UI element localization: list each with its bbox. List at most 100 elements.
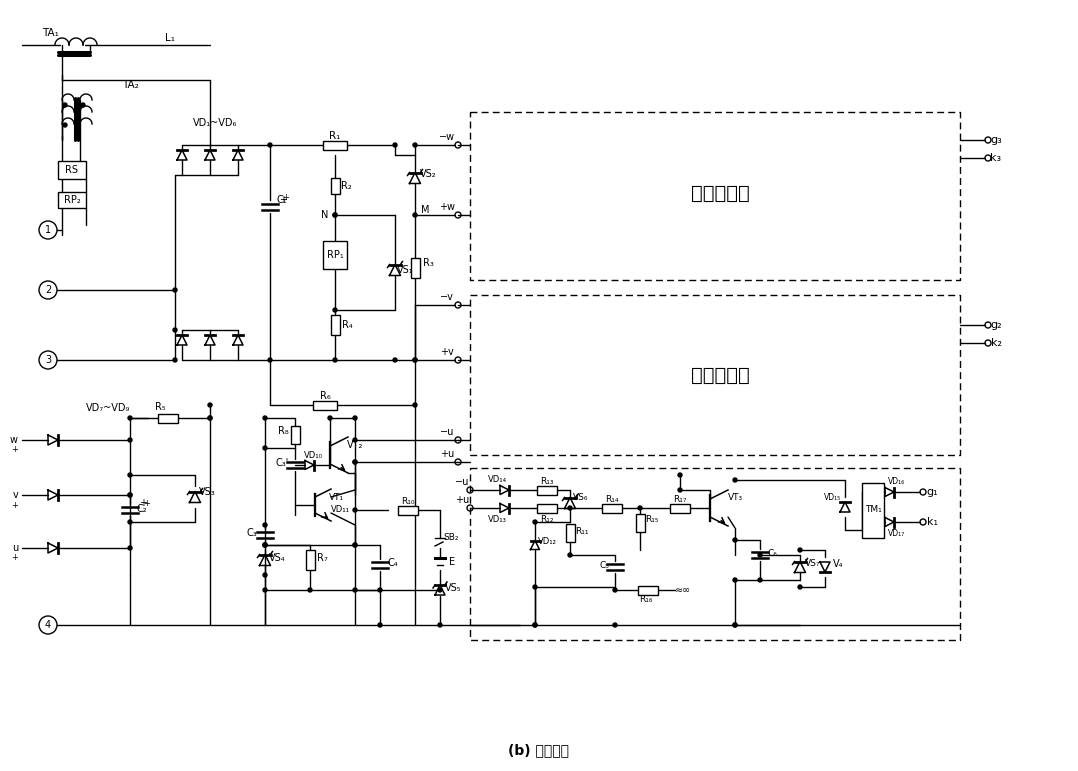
Circle shape bbox=[733, 538, 737, 542]
Text: R₁₄: R₁₄ bbox=[605, 494, 619, 503]
Text: R₂: R₂ bbox=[341, 181, 351, 191]
Text: VS₁: VS₁ bbox=[397, 265, 413, 275]
Circle shape bbox=[263, 543, 267, 547]
Text: VD₁₃: VD₁₃ bbox=[487, 516, 507, 524]
Circle shape bbox=[413, 358, 417, 362]
Circle shape bbox=[393, 358, 397, 362]
Circle shape bbox=[63, 103, 67, 107]
Circle shape bbox=[308, 588, 312, 592]
Bar bbox=[638, 585, 658, 594]
Text: VS₇: VS₇ bbox=[805, 560, 820, 568]
Circle shape bbox=[263, 523, 267, 527]
Bar bbox=[331, 178, 340, 194]
Circle shape bbox=[128, 438, 132, 442]
Bar bbox=[671, 503, 690, 513]
Bar bbox=[398, 506, 418, 514]
Text: k₂: k₂ bbox=[991, 338, 1001, 348]
Circle shape bbox=[208, 416, 212, 420]
Circle shape bbox=[613, 588, 617, 592]
Circle shape bbox=[353, 416, 357, 420]
Text: C₅: C₅ bbox=[599, 561, 609, 570]
Circle shape bbox=[353, 460, 357, 464]
Circle shape bbox=[208, 416, 212, 420]
Text: 2: 2 bbox=[45, 285, 51, 295]
Text: g₁: g₁ bbox=[926, 487, 938, 497]
Text: 4: 4 bbox=[45, 620, 51, 630]
Text: k₃: k₃ bbox=[991, 153, 1001, 163]
Text: R₁₇: R₁₇ bbox=[674, 494, 687, 503]
Circle shape bbox=[733, 623, 737, 627]
Text: VD₁₄: VD₁₄ bbox=[487, 476, 507, 484]
Bar bbox=[566, 524, 575, 542]
Text: g₂: g₂ bbox=[991, 320, 1001, 330]
Text: VT₃: VT₃ bbox=[728, 493, 743, 503]
Text: VD₁₆: VD₁₆ bbox=[888, 477, 906, 487]
Text: −u: −u bbox=[440, 427, 454, 437]
Circle shape bbox=[568, 553, 572, 557]
Bar bbox=[323, 241, 347, 269]
Text: E: E bbox=[448, 557, 455, 567]
Circle shape bbox=[733, 623, 737, 627]
Circle shape bbox=[128, 493, 132, 497]
Text: C₄: C₄ bbox=[388, 558, 398, 568]
Text: TM₁: TM₁ bbox=[865, 506, 882, 514]
Text: R₁₅: R₁₅ bbox=[646, 516, 659, 524]
Bar bbox=[290, 426, 300, 444]
Text: +u: +u bbox=[440, 449, 454, 459]
Text: −u: −u bbox=[455, 477, 469, 487]
Circle shape bbox=[208, 403, 212, 407]
Circle shape bbox=[613, 623, 617, 627]
Circle shape bbox=[128, 416, 132, 420]
Text: VS₃: VS₃ bbox=[198, 487, 216, 497]
Circle shape bbox=[353, 543, 357, 547]
Text: VS₂: VS₂ bbox=[419, 169, 437, 179]
Circle shape bbox=[128, 473, 132, 477]
Circle shape bbox=[758, 578, 762, 582]
Text: VT₁: VT₁ bbox=[329, 493, 344, 501]
Text: +: + bbox=[139, 498, 147, 508]
Bar bbox=[537, 503, 557, 513]
Text: C₂: C₂ bbox=[137, 504, 148, 514]
Circle shape bbox=[333, 358, 337, 362]
Circle shape bbox=[263, 446, 267, 450]
Text: C₃: C₃ bbox=[247, 528, 258, 538]
Circle shape bbox=[128, 493, 132, 497]
Text: C₆: C₆ bbox=[768, 548, 777, 557]
Text: +: + bbox=[11, 554, 18, 563]
Text: −v: −v bbox=[440, 292, 454, 302]
Circle shape bbox=[393, 143, 397, 147]
Circle shape bbox=[678, 488, 682, 492]
Circle shape bbox=[172, 328, 177, 332]
Circle shape bbox=[798, 548, 802, 552]
Circle shape bbox=[63, 123, 67, 127]
Circle shape bbox=[438, 588, 442, 592]
Circle shape bbox=[413, 143, 417, 147]
Text: R₁₃: R₁₃ bbox=[540, 476, 554, 486]
Text: 移相触发件: 移相触发件 bbox=[691, 365, 749, 385]
Text: VD₁₂: VD₁₂ bbox=[538, 537, 556, 547]
Circle shape bbox=[353, 588, 357, 592]
Bar bbox=[158, 413, 178, 423]
Text: VD₁₇: VD₁₇ bbox=[888, 528, 906, 537]
Text: SB₂: SB₂ bbox=[443, 534, 459, 543]
Text: R₈: R₈ bbox=[278, 426, 289, 436]
Circle shape bbox=[268, 143, 272, 147]
Circle shape bbox=[533, 623, 537, 627]
Text: +: + bbox=[143, 499, 151, 507]
Circle shape bbox=[353, 438, 357, 442]
Text: R₄: R₄ bbox=[342, 320, 353, 330]
Text: TA₁: TA₁ bbox=[42, 28, 58, 38]
Bar bbox=[323, 140, 347, 150]
Circle shape bbox=[263, 543, 267, 547]
Circle shape bbox=[638, 506, 642, 510]
Circle shape bbox=[533, 585, 537, 589]
Bar bbox=[58, 192, 86, 208]
Circle shape bbox=[758, 553, 762, 557]
Text: RS: RS bbox=[66, 165, 79, 175]
Text: VS₄: VS₄ bbox=[268, 553, 286, 563]
Circle shape bbox=[128, 520, 132, 524]
Circle shape bbox=[268, 358, 272, 362]
Text: L₁: L₁ bbox=[165, 33, 175, 43]
Circle shape bbox=[413, 403, 417, 407]
Circle shape bbox=[263, 573, 267, 577]
